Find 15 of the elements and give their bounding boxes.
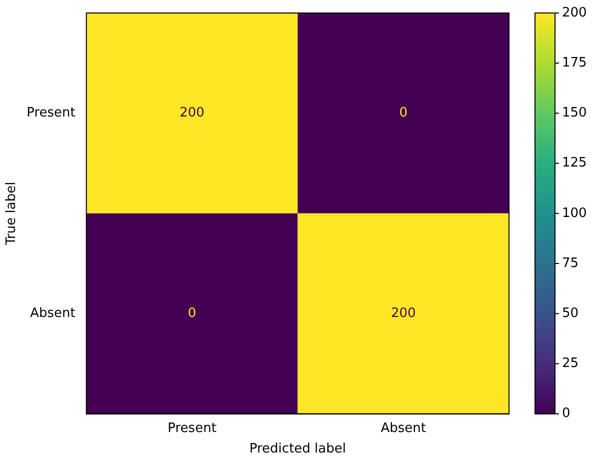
data-label: 0 <box>188 306 196 321</box>
data-label: 200 <box>390 306 416 321</box>
x-axis-title: Predicted label <box>249 442 346 457</box>
color-bar-label: 50 <box>562 306 579 321</box>
color-bar-label: 200 <box>562 5 587 20</box>
color-bar-label: 125 <box>562 156 587 171</box>
color-bar-label: 100 <box>562 206 587 221</box>
data-label: 200 <box>180 106 204 121</box>
data-label: 0 <box>399 106 408 121</box>
color-bar-label: 25 <box>562 356 579 372</box>
color-bar-label: 0 <box>562 406 570 422</box>
color-bar-label: 75 <box>562 256 579 271</box>
y-axis-title: True label <box>4 182 20 246</box>
color-bar-label: 150 <box>562 106 587 121</box>
color-bar-label: 175 <box>562 55 587 70</box>
